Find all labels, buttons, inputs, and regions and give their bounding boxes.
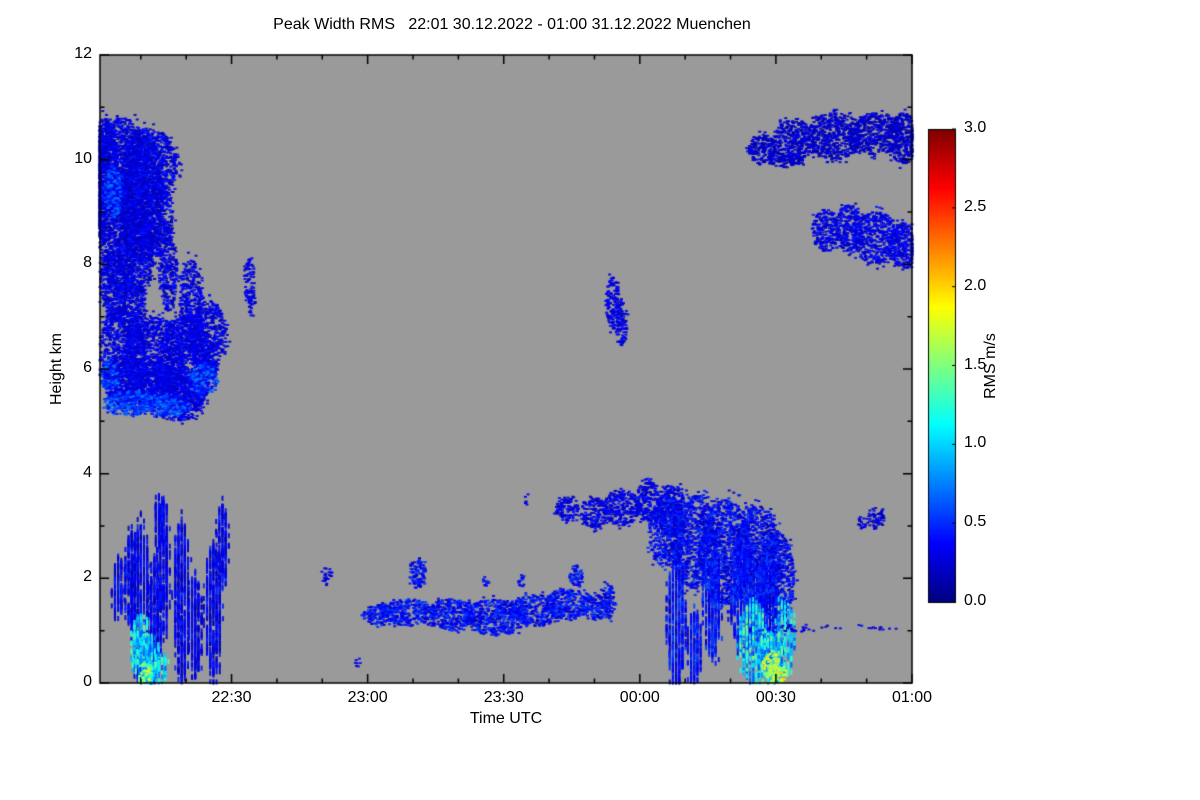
x-tick-label: 23:00	[347, 689, 388, 706]
y-tick-label: 2	[83, 568, 92, 586]
x-tick-label: 22:30	[211, 689, 252, 706]
colorbar-tick-label: 1.0	[964, 434, 987, 452]
colorbar-tick-label: 0.0	[964, 592, 987, 609]
colorbar-tick-label: 1.5	[964, 355, 987, 373]
y-tick-label: 6	[83, 359, 92, 376]
y-tick-label: 0	[83, 673, 92, 690]
colorbar-tick-label: 0.5	[964, 513, 987, 531]
x-tick-label: 00:30	[755, 689, 796, 706]
x-tick-label: 01:00	[891, 689, 933, 706]
chart-title: Peak Width RMS 22:01 30.12.2022 - 01:00 …	[273, 16, 751, 33]
y-tick-label: 8	[83, 254, 92, 272]
colorbar-tick-label: 2.5	[964, 197, 987, 215]
x-tick-label: 00:00	[619, 689, 660, 706]
y-tick-label: 12	[74, 45, 92, 62]
y-tick-label: 4	[83, 463, 92, 481]
colorbar-tick-label: 3.0	[964, 119, 987, 136]
x-tick-label: 23:30	[483, 689, 524, 706]
colorbar-tick-label: 2.0	[964, 276, 987, 294]
x-axis-label: Time UTC	[469, 710, 543, 727]
y-tick-label: 10	[74, 149, 92, 167]
